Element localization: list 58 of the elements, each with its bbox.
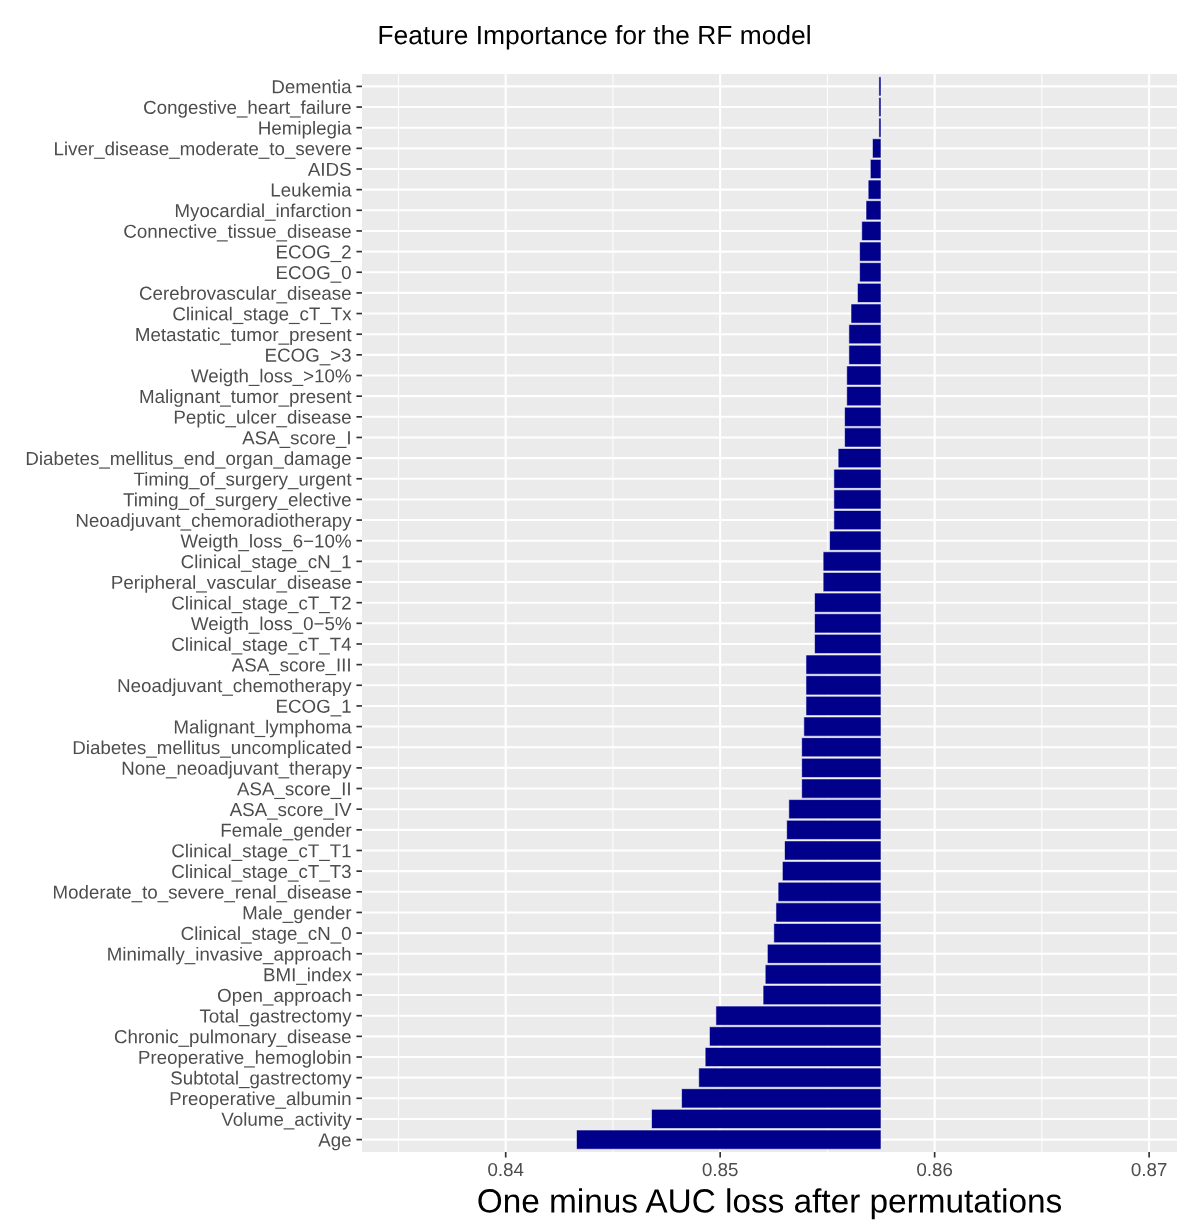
y-tick-label: ECOG_1: [277, 699, 351, 717]
y-tick-label: Moderate_to_severe_renal_disease: [53, 885, 351, 903]
y-tick-label: Congestive_heart_failure: [144, 100, 351, 118]
y-tick-label: Clinical_stage_cT_T3: [172, 864, 351, 882]
x-axis-title: One minus AUC loss after permutations: [478, 1188, 1062, 1220]
y-tick-label: ECOG_>3: [266, 348, 351, 366]
y-tick-label: Clinical_stage_cT_T4: [172, 637, 352, 655]
y-tick-label: Dementia: [272, 79, 352, 94]
y-tick-label: Timing_of_surgery_urgent: [133, 471, 352, 490]
y-tick-label: Cerebrovascular_disease: [139, 286, 351, 304]
y-tick-label: Peptic_ulcer_disease: [174, 410, 351, 428]
y-tick-label: Neoadjuvant_chemotherapy: [118, 678, 352, 696]
y-tick-label: Weigth_loss_0−5%: [190, 616, 351, 635]
x-tick-label: 0.87: [1131, 1162, 1167, 1177]
y-tick-label: ASA_score_IV: [229, 802, 352, 820]
x-tick-label: 0.85: [702, 1162, 738, 1177]
y-tick-label: Female_gender: [221, 823, 352, 841]
y-tick-label: None_neoadjuvant_therapy: [122, 761, 352, 779]
y-tick-label: Minimally_invasive_approach: [108, 946, 351, 965]
y-tick-label: Clinical_stage_cN_0: [181, 926, 351, 944]
y-tick-label: Weigth_loss_>10%: [190, 368, 351, 387]
y-tick-label: ASA_score_I: [242, 431, 350, 448]
y-tick-label: Age: [318, 1133, 351, 1151]
y-tick-label: ASA_score_III: [231, 658, 350, 676]
y-tick-label: Volume_activity: [221, 1112, 352, 1130]
y-tick-label: Weigth_loss_6−10%: [180, 533, 351, 552]
y-tick-label: Leukemia: [271, 182, 352, 197]
y-tick-label: Clinical_stage_cT_T1: [172, 843, 351, 862]
y-tick-label: Connective_tissue_disease: [124, 224, 351, 242]
y-tick-label: BMI_index: [264, 967, 352, 985]
y-tick-label: Clinical_stage_cN_1: [181, 554, 351, 573]
y-tick-label: Liver_disease_moderate_to_severe: [55, 141, 351, 159]
y-tick-label: Subtotal_gastrectomy: [171, 1070, 352, 1089]
y-tick-label: Total_gastrectomy: [199, 1008, 352, 1027]
y-tick-label: Diabetes_mellitus_uncomplicated: [73, 740, 351, 758]
y-tick-label: Neoadjuvant_chemoradiotherapy: [76, 513, 352, 531]
y-tick-label: Clinical_stage_cT_T2: [172, 595, 351, 614]
y-tick-label: Malignant_tumor_present: [140, 389, 352, 407]
y-tick-label: ECOG_2: [277, 245, 351, 263]
y-tick-label: Peripheral_vascular_disease: [112, 575, 351, 593]
y-tick-label: Timing_of_surgery_elective: [123, 492, 351, 511]
y-tick-label: Preoperative_hemoglobin: [139, 1050, 351, 1068]
y-tick-label: Open_approach: [218, 988, 351, 1006]
y-tick-label: Male_gender: [243, 905, 352, 924]
chart-title: Feature Importance for the RF model: [379, 25, 810, 50]
y-tick-label: Chronic_pulmonary_disease: [114, 1029, 351, 1048]
y-tick-label: Hemiplegia: [259, 120, 352, 139]
x-tick-label: 0.84: [488, 1162, 524, 1177]
y-tick-label: AIDS: [307, 162, 351, 176]
y-tick-label: ECOG_0: [277, 265, 351, 283]
y-tick-label: Metastatic_tumor_present: [136, 327, 352, 345]
y-tick-label: Malignant_lymphoma: [174, 719, 352, 738]
y-tick-label: Diabetes_mellitus_end_organ_damage: [26, 451, 351, 469]
y-tick-label: Preoperative_albumin: [170, 1091, 351, 1109]
y-tick-label: Clinical_stage_cT_Tx: [173, 306, 352, 325]
y-tick-label: Myocardial_infarction: [175, 203, 351, 221]
y-tick-label: ASA_score_II: [236, 782, 350, 800]
x-tick-label: 0.86: [917, 1162, 953, 1177]
